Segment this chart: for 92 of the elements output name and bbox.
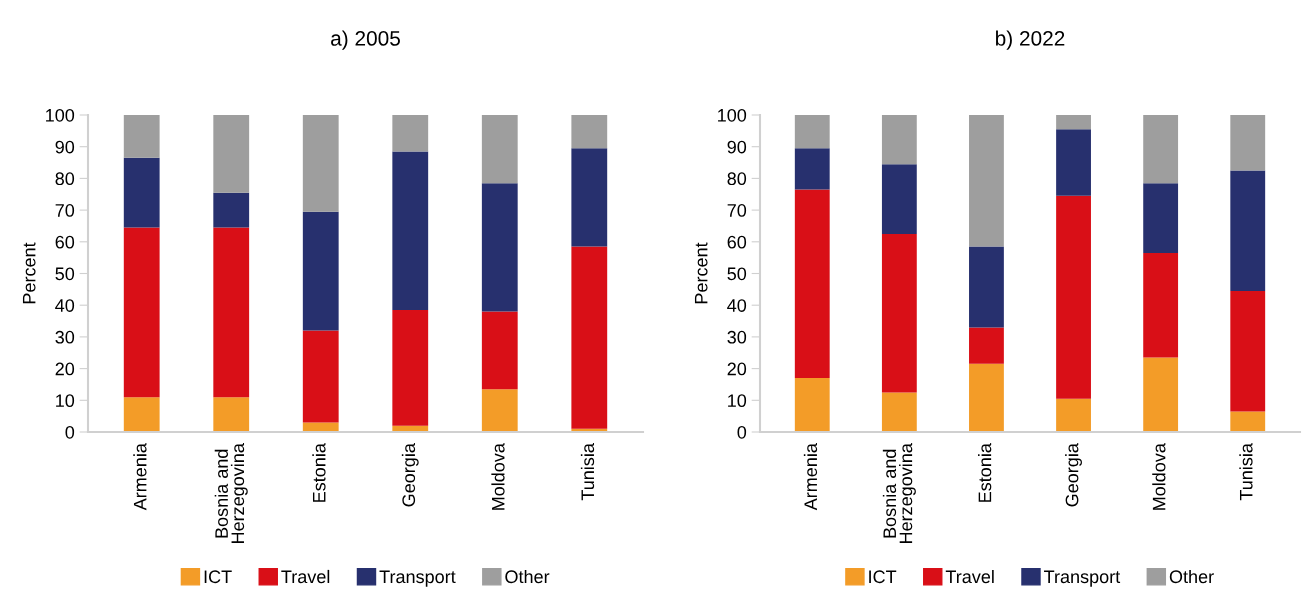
chart-title: a) 2005 bbox=[331, 30, 400, 50]
bar bbox=[1143, 357, 1179, 432]
y-tick-label: 80 bbox=[727, 172, 747, 186]
bar bbox=[969, 363, 1004, 432]
bar bbox=[302, 422, 339, 432]
bar bbox=[881, 164, 917, 234]
bar bbox=[213, 192, 250, 228]
legend-label: Travel bbox=[281, 569, 330, 584]
y-tick-label: 70 bbox=[55, 204, 75, 217]
bar bbox=[481, 389, 518, 432]
y-tick-label: 100 bbox=[718, 108, 747, 122]
y-tick-label: 0 bbox=[737, 425, 747, 439]
bar bbox=[123, 397, 160, 432]
bar bbox=[213, 227, 250, 398]
x-tick-label: Bosnia and Herzegovina bbox=[882, 443, 916, 543]
x-tick-label: Moldova bbox=[1152, 443, 1166, 510]
bar bbox=[969, 115, 1004, 247]
bar bbox=[302, 330, 339, 423]
legend-label: Other bbox=[1169, 569, 1214, 584]
y-tick-label: 0 bbox=[65, 425, 75, 439]
x-tick-label: Armenia bbox=[803, 443, 818, 511]
y-tick-label: 50 bbox=[55, 267, 75, 281]
bar bbox=[1056, 398, 1091, 432]
bar bbox=[1143, 115, 1179, 184]
y-tick-label: 70 bbox=[727, 204, 747, 217]
y-tick-label: 60 bbox=[55, 235, 75, 249]
y-tick-label: 20 bbox=[727, 362, 747, 376]
bar bbox=[969, 246, 1004, 328]
bar bbox=[571, 148, 608, 247]
bar bbox=[881, 115, 917, 165]
x-tick-label: Moldova bbox=[491, 443, 505, 510]
y-tick-label: 90 bbox=[727, 140, 747, 154]
bar bbox=[302, 211, 339, 331]
x-tick-label: Georgia bbox=[1065, 443, 1082, 507]
y-tick-label: 100 bbox=[46, 108, 75, 122]
bar bbox=[123, 157, 160, 228]
bar bbox=[123, 115, 160, 158]
x-tick-label: Estonia bbox=[978, 443, 992, 502]
legend-label: ICT bbox=[869, 570, 897, 584]
legend-label: Transport bbox=[1044, 570, 1121, 587]
bar bbox=[1143, 183, 1179, 253]
x-tick-label: Bosnia and Herzegovina bbox=[214, 443, 248, 543]
bar bbox=[1143, 252, 1179, 358]
bar bbox=[794, 115, 830, 149]
y-tick-label: 90 bbox=[55, 140, 75, 154]
bar bbox=[794, 148, 830, 190]
bar bbox=[1230, 170, 1266, 291]
y-axis-title: Percent bbox=[694, 242, 708, 304]
chart-title: b) 2022 bbox=[996, 30, 1065, 50]
bar bbox=[1230, 411, 1266, 432]
bar bbox=[571, 246, 608, 429]
y-tick-label: 50 bbox=[727, 267, 747, 281]
x-tick-label: Armenia bbox=[133, 443, 147, 511]
x-tick-label: Georgia bbox=[401, 443, 419, 507]
bar bbox=[571, 115, 608, 149]
y-tick-label: 30 bbox=[727, 330, 747, 344]
y-tick-label: 10 bbox=[56, 394, 75, 408]
y-tick-label: 30 bbox=[55, 330, 75, 344]
x-tick-label: Tunisia bbox=[1239, 443, 1253, 501]
bar bbox=[969, 327, 1004, 364]
legend-label: ICT bbox=[204, 570, 232, 584]
bar bbox=[1056, 129, 1091, 196]
y-tick-label: 40 bbox=[55, 299, 75, 312]
y-tick-label: 40 bbox=[727, 299, 747, 312]
y-axis-title: Percent bbox=[22, 242, 36, 304]
bar bbox=[794, 189, 830, 379]
y-tick-label: 10 bbox=[728, 394, 747, 408]
y-tick-label: 20 bbox=[55, 362, 75, 376]
bar bbox=[302, 115, 339, 212]
bar bbox=[1230, 115, 1266, 171]
legend-label: Other bbox=[505, 569, 550, 584]
legend-label: Transport bbox=[379, 570, 456, 587]
bar bbox=[392, 115, 429, 152]
bar bbox=[481, 183, 518, 312]
x-tick-label: Estonia bbox=[312, 443, 326, 502]
bar bbox=[213, 115, 250, 193]
bar bbox=[1056, 115, 1091, 130]
bar bbox=[392, 309, 429, 426]
bar bbox=[1230, 290, 1266, 412]
bar bbox=[1056, 195, 1091, 399]
bar bbox=[881, 233, 917, 393]
bar bbox=[881, 392, 917, 432]
bar bbox=[481, 311, 518, 390]
x-tick-label: Tunisia bbox=[580, 443, 595, 501]
legend-label: Travel bbox=[945, 569, 994, 584]
y-tick-label: 80 bbox=[55, 172, 75, 186]
bar bbox=[213, 397, 250, 432]
bar bbox=[123, 227, 160, 398]
bar bbox=[392, 151, 429, 310]
bar bbox=[481, 115, 518, 184]
y-tick-label: 60 bbox=[727, 235, 747, 249]
bar bbox=[794, 378, 830, 432]
